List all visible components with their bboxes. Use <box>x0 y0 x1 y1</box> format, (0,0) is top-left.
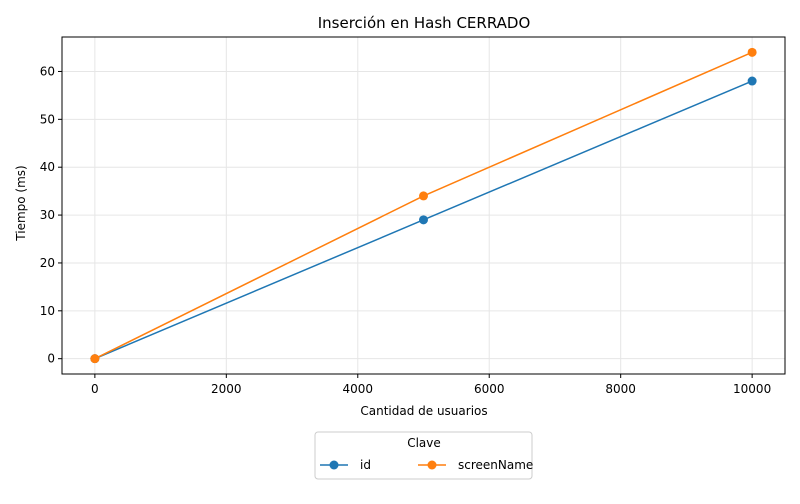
x-axis-label: Cantidad de usuarios <box>360 404 487 418</box>
legend-marker-id <box>329 460 339 470</box>
y-tick-label: 10 <box>40 304 55 318</box>
legend-marker-screenname <box>427 460 437 470</box>
legend-title: Clave <box>407 436 441 450</box>
y-tick-label: 50 <box>40 112 55 126</box>
series-line-screenname <box>94 51 753 360</box>
legend-label-screenname: screenName <box>458 458 533 472</box>
legend: Clave id screenName <box>314 431 533 480</box>
y-tick-label: 20 <box>40 256 55 270</box>
x-tick-label: 8000 <box>605 382 636 396</box>
legend-label-id: id <box>360 458 371 472</box>
y-tick-label: 60 <box>40 64 55 78</box>
y-tick-label: 30 <box>40 208 55 222</box>
x-axis-ticks: 0 2000 4000 6000 8000 10000 <box>91 374 771 396</box>
x-tick-label: 6000 <box>474 382 505 396</box>
x-tick-label: 0 <box>91 382 99 396</box>
y-tick-label: 40 <box>40 160 55 174</box>
series-layer <box>90 47 757 364</box>
chart-title: Inserción en Hash CERRADO <box>318 14 531 32</box>
data-point-screenname <box>90 354 100 364</box>
data-point-id <box>747 76 757 86</box>
x-tick-label: 4000 <box>342 382 373 396</box>
x-tick-label: 2000 <box>211 382 242 396</box>
legend-items: id screenName <box>320 458 533 472</box>
data-point-id <box>419 215 428 225</box>
legend-frame <box>314 431 533 480</box>
plot-frame <box>61 36 786 375</box>
data-point-screenname <box>747 47 757 57</box>
y-axis-ticks: 0 10 20 30 40 50 60 <box>40 64 62 366</box>
y-axis-label: Tiempo (ms) <box>14 165 28 241</box>
data-point-screenname <box>419 191 428 201</box>
grid-lines <box>62 37 785 374</box>
y-tick-label: 0 <box>47 352 55 366</box>
x-tick-label: 10000 <box>733 382 771 396</box>
